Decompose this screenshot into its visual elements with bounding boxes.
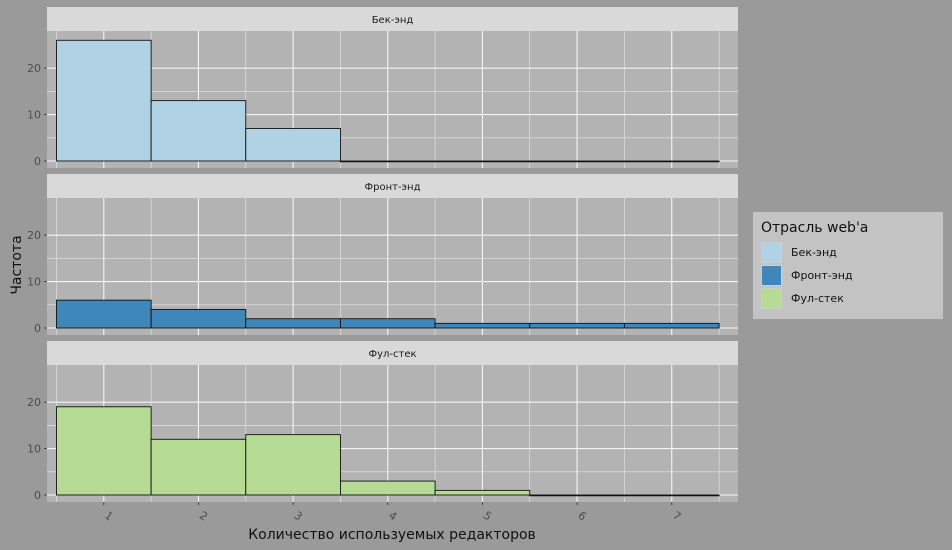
facet-strip-label: Фул-стек	[368, 349, 416, 360]
bar	[245, 318, 341, 329]
bar	[56, 406, 152, 496]
y-tick-label: 10	[27, 443, 41, 456]
x-tick-label: 2	[197, 509, 210, 524]
bar	[150, 100, 247, 162]
bar	[245, 128, 341, 162]
bar	[434, 160, 531, 163]
legend-item-backend: Бек-энд	[761, 241, 935, 264]
legend-key-frontend	[761, 265, 782, 286]
legend-label-fullstack: Фул-стек	[791, 292, 844, 305]
bar	[150, 438, 247, 496]
y-tick-label: 10	[27, 276, 41, 289]
facet-strip-label: Бек-энд	[372, 15, 414, 26]
x-axis-title: Количество используемых редакторов	[248, 527, 536, 543]
legend-label-backend: Бек-энд	[791, 246, 837, 259]
bar	[623, 160, 720, 163]
y-tick-label: 10	[27, 109, 41, 122]
bar	[56, 299, 152, 329]
bar	[529, 494, 625, 497]
bar	[56, 39, 152, 162]
legend-key-backend	[761, 242, 782, 263]
bar	[623, 494, 720, 497]
y-tick-label: 20	[27, 62, 41, 75]
facet-strip	[47, 7, 738, 31]
y-tick-label: 0	[34, 489, 41, 502]
legend-item-frontend: Фронт-энд	[761, 264, 935, 287]
bar	[623, 322, 720, 329]
bar	[339, 318, 436, 329]
y-tick-label: 0	[34, 322, 41, 335]
facet-strip-label: Фронт-энд	[365, 182, 421, 193]
bar	[245, 434, 341, 496]
y-axis-title: Частота	[9, 235, 25, 294]
y-tick-label: 20	[27, 229, 41, 242]
bar	[150, 308, 247, 329]
legend-key-fullstack	[761, 288, 782, 309]
legend-item-fullstack: Фул-стек	[761, 287, 935, 310]
bar	[529, 160, 625, 163]
x-tick-label: 4	[386, 509, 399, 524]
facet-strip	[47, 341, 738, 365]
x-tick-label: 3	[292, 509, 305, 524]
facet-strip	[47, 174, 738, 198]
bar	[434, 322, 531, 329]
bar	[434, 489, 531, 496]
bar	[529, 322, 625, 329]
legend-title: Отрасль web'а	[761, 220, 869, 236]
y-tick-label: 20	[27, 396, 41, 409]
legend-label-frontend: Фронт-энд	[791, 269, 853, 282]
bar	[339, 160, 436, 163]
x-tick-label: 7	[670, 509, 683, 524]
x-tick-label: 1	[102, 509, 115, 524]
x-tick-label: 6	[575, 509, 588, 524]
x-tick-label: 5	[481, 509, 494, 524]
y-tick-label: 0	[34, 155, 41, 168]
legend: Отрасль web'а Бек-энд Фронт-энд Фул-стек	[753, 212, 943, 319]
bar	[339, 480, 436, 496]
